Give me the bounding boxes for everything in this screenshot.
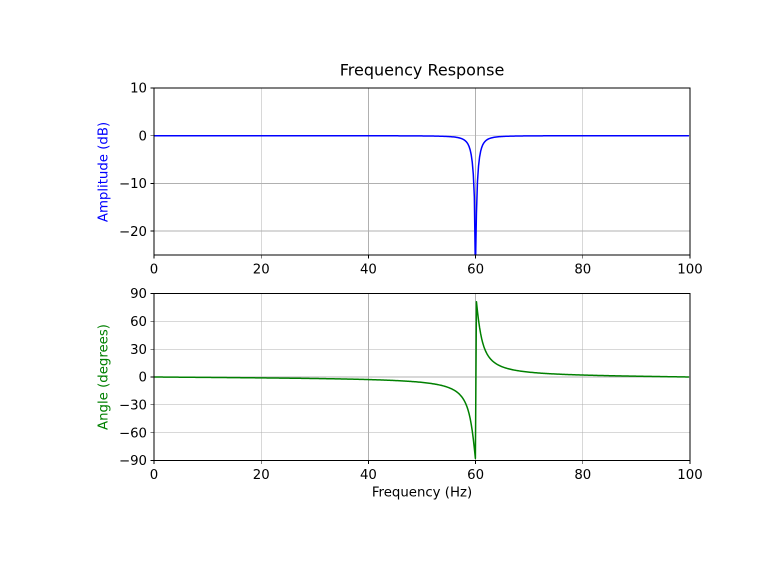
ax1-xtick-label-100: 100 (677, 468, 702, 483)
ax1-ytick-label--60: −60 (119, 426, 147, 441)
ax1-xtick-label-60: 60 (467, 468, 484, 483)
ax1-ytick-label--30: −30 (119, 399, 147, 414)
ax0-xtick-label-0: 0 (150, 263, 158, 278)
frequency-xlabel: Frequency (Hz) (371, 485, 473, 500)
ax1-ytick-label-60: 60 (130, 315, 147, 330)
ax1-ytick-label--90: −90 (119, 454, 147, 469)
ax0-xtick-label-40: 40 (360, 263, 377, 278)
ax0-spines (153, 87, 691, 256)
ax0-ytick-label--10: −10 (119, 177, 147, 192)
ax1-ytick-label-90: 90 (130, 287, 147, 302)
ax1-xtick-label-0: 0 (150, 468, 158, 483)
ax1-ytick-label-0: 0 (139, 371, 147, 386)
ax0-xtick-label-20: 20 (253, 263, 270, 278)
angle-ylabel: Angle (degrees) (96, 324, 112, 430)
ax0-ytick-label-0: 0 (139, 129, 147, 144)
ax1-xtick-label-40: 40 (360, 468, 377, 483)
amplitude-curve (154, 134, 689, 255)
ax0-ytick-label--20: −20 (119, 225, 147, 240)
ax0-xtick-label-100: 100 (677, 263, 702, 278)
ax0-xtick-label-60: 60 (467, 263, 484, 278)
ax1-ytick-label-30: 30 (130, 343, 147, 358)
phase-curve (154, 301, 689, 460)
figure-title: Frequency Response (339, 60, 505, 80)
ax0-ytick-label-10: 10 (130, 82, 147, 97)
ax1-xtick-label-20: 20 (253, 468, 270, 483)
amplitude-ylabel: Amplitude (dB) (96, 121, 112, 222)
ax1-xtick-label-80: 80 (574, 468, 591, 483)
ax0-xtick-label-80: 80 (574, 263, 591, 278)
